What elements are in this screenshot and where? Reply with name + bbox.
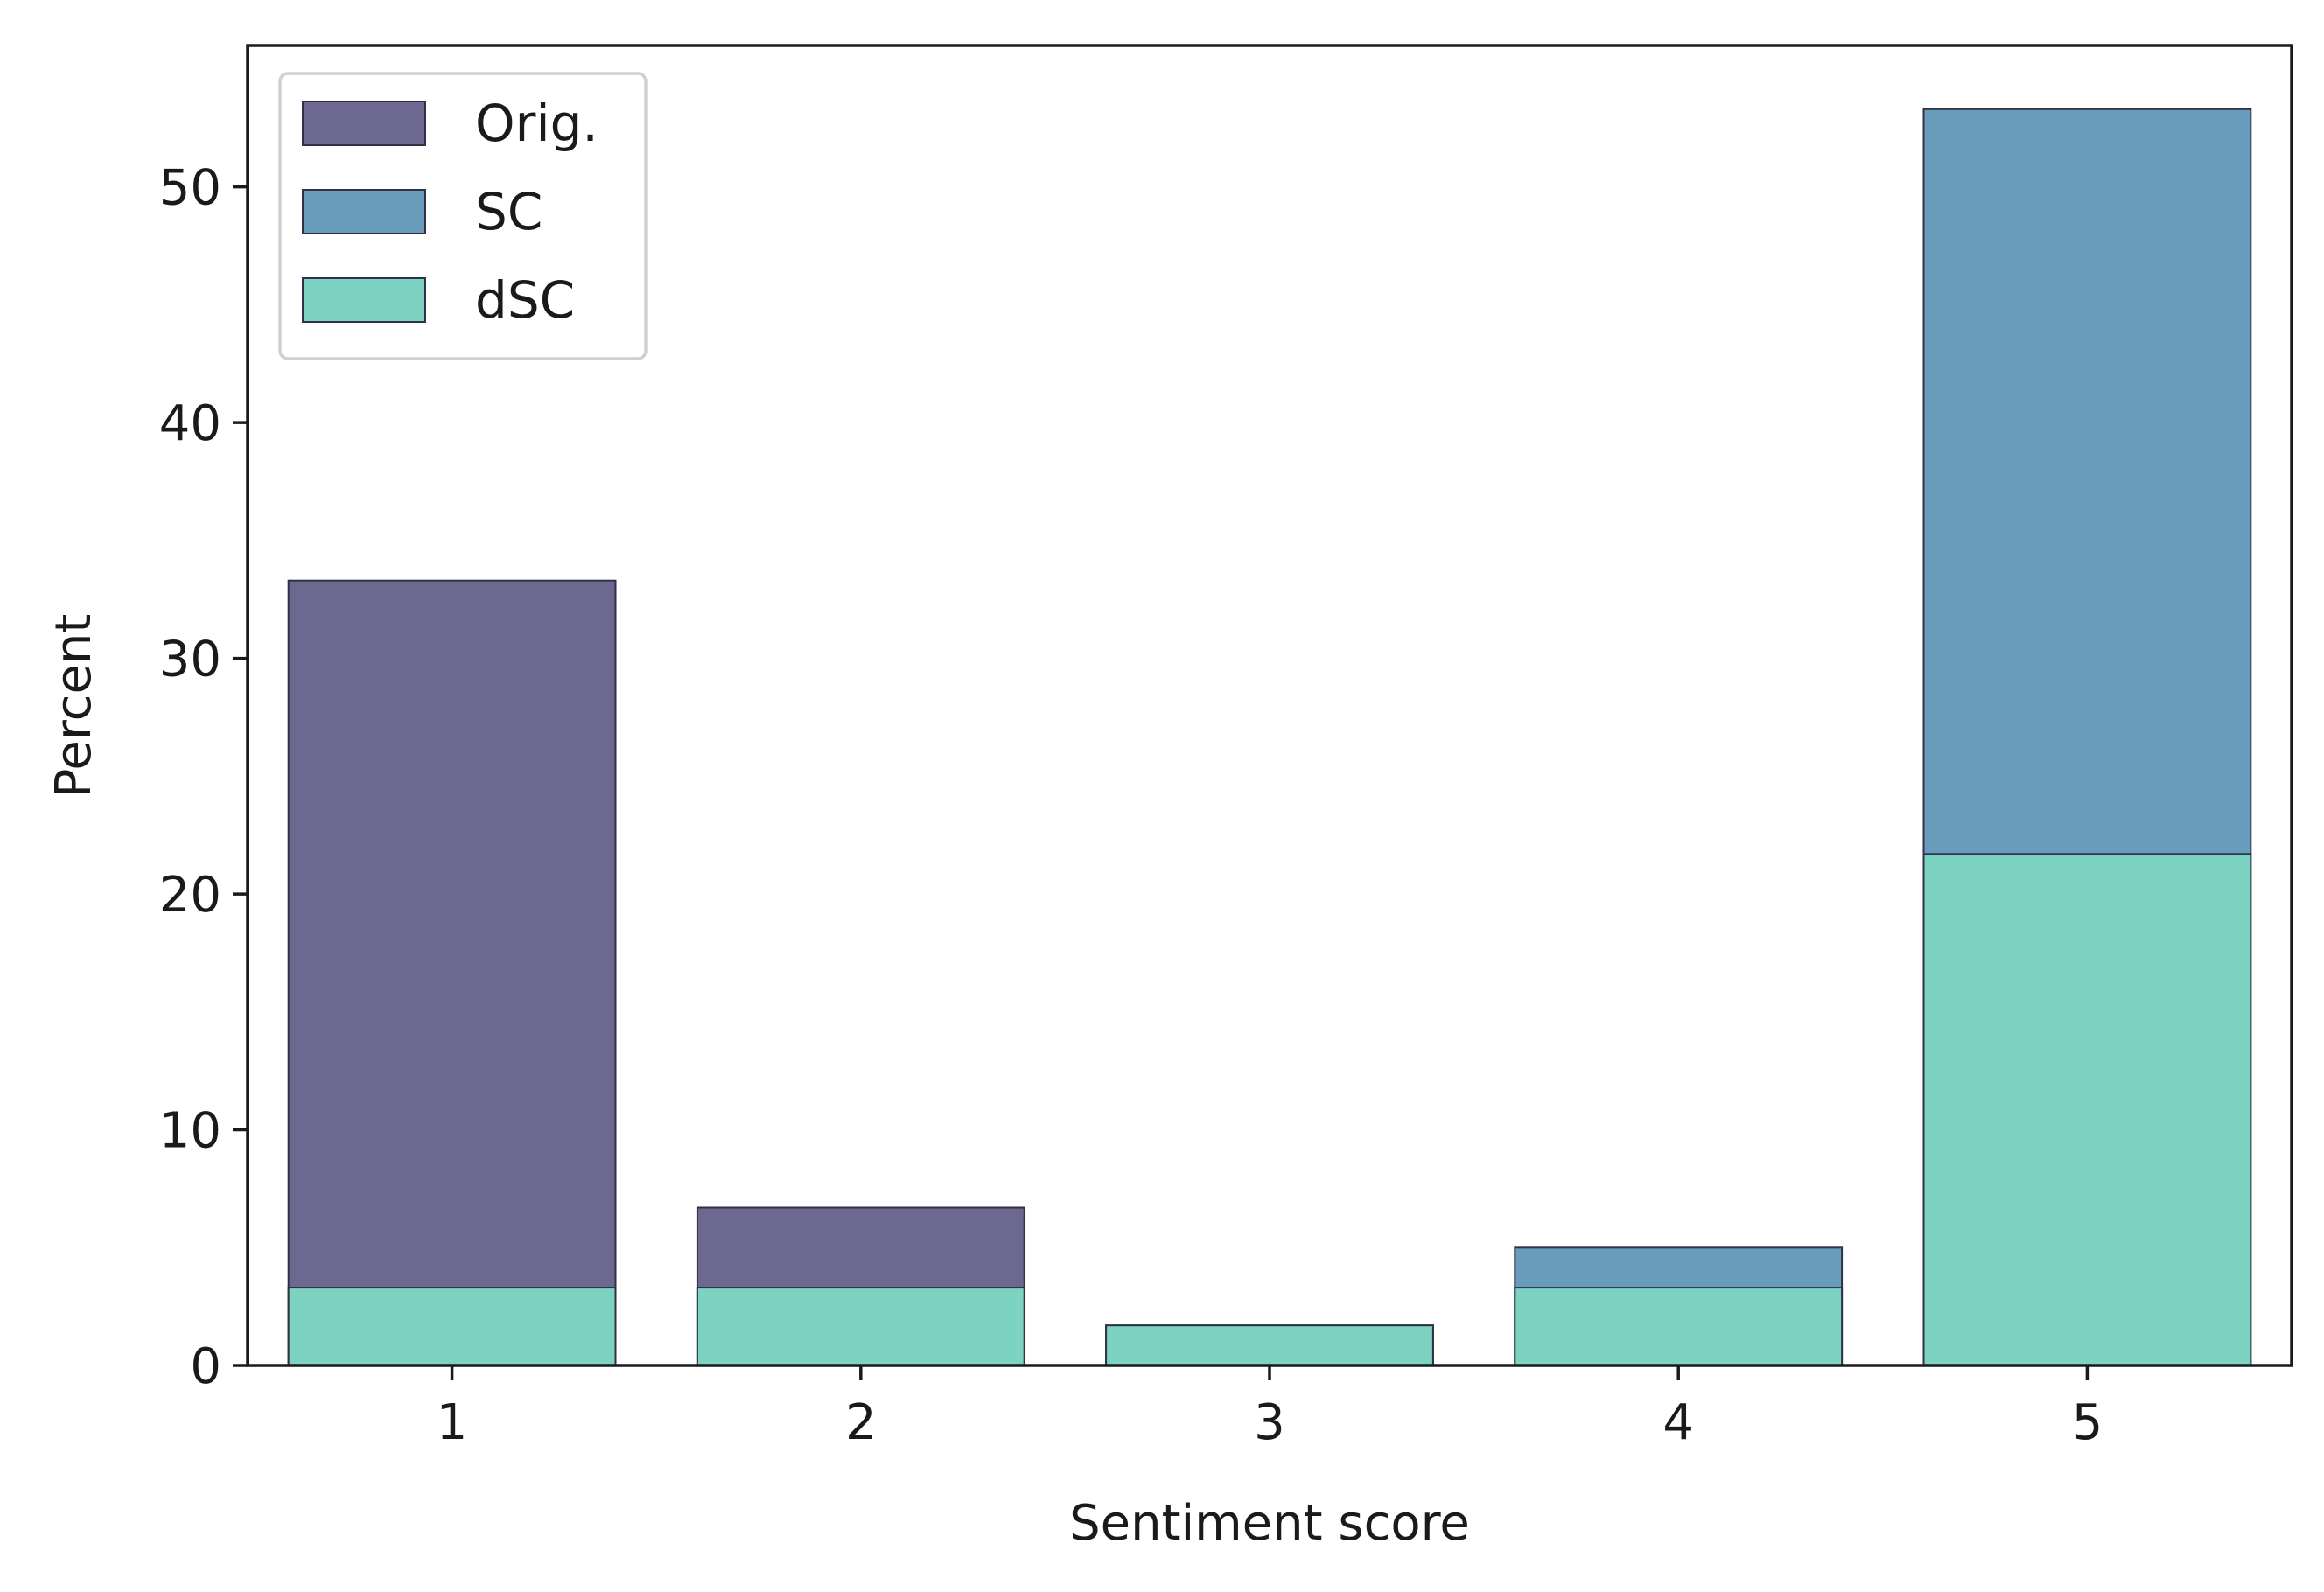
- legend-label: SC: [475, 182, 542, 241]
- x-tick-label: 2: [845, 1394, 877, 1451]
- legend-label: Orig.: [475, 94, 598, 153]
- x-tick-label: 3: [1254, 1394, 1285, 1451]
- x-tick-label: 1: [437, 1394, 468, 1451]
- bar-dsc-3: [1105, 1324, 1434, 1366]
- bar-dsc-1: [287, 1287, 617, 1366]
- bar-dsc-2: [696, 1287, 1026, 1366]
- bar-orig-1: [287, 579, 617, 1366]
- y-tick-label: 30: [159, 632, 221, 688]
- x-tick-label: 5: [2072, 1394, 2104, 1451]
- legend: Orig. SC dSC: [278, 72, 648, 360]
- y-axis-label: Percent: [46, 614, 102, 799]
- legend-swatch: [302, 101, 426, 146]
- y-tick-label: 50: [159, 160, 221, 217]
- bars-layer: [287, 108, 2252, 1367]
- x-tick-label: 4: [1662, 1394, 1694, 1451]
- x-axis: 1 2 3 4 5: [437, 1365, 2103, 1451]
- y-tick-label: 10: [159, 1103, 221, 1160]
- legend-swatch: [302, 277, 426, 323]
- bar-dsc-4: [1514, 1287, 1844, 1366]
- legend-label: dSC: [475, 270, 575, 330]
- legend-swatch: [302, 189, 426, 234]
- y-tick-label: 20: [159, 867, 221, 924]
- y-tick-label: 0: [190, 1338, 221, 1395]
- y-tick-label: 40: [159, 395, 221, 452]
- y-axis: 0 10 20 30 40 50: [159, 160, 248, 1395]
- bar-dsc-5: [1922, 853, 2252, 1366]
- x-axis-label: Sentiment score: [1069, 1495, 1470, 1552]
